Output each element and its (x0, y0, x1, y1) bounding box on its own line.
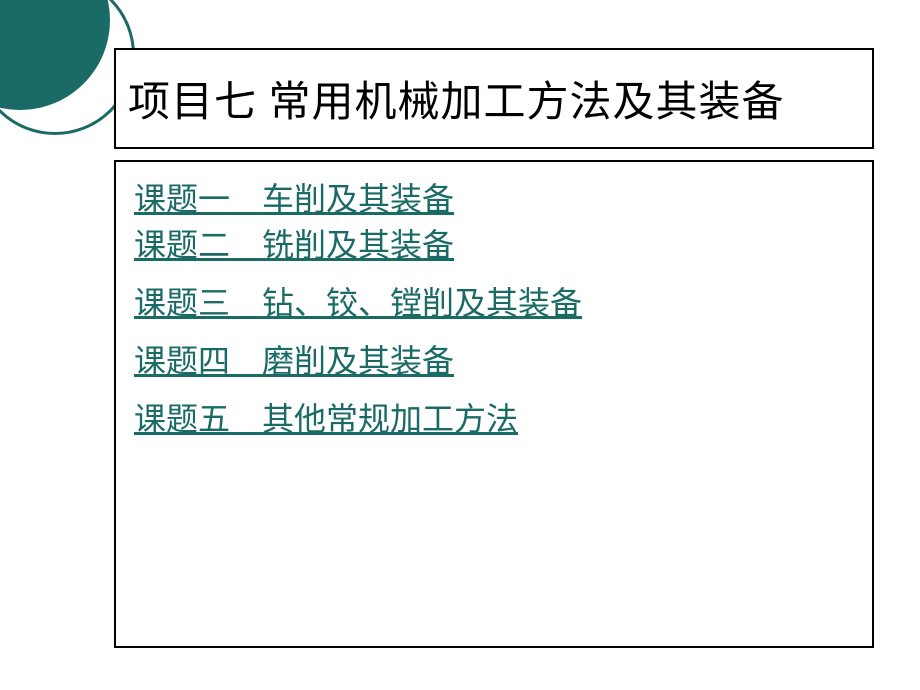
topic-link-1[interactable]: 课题一 车削及其装备 (134, 174, 854, 220)
topic-label: 课题一 (134, 181, 230, 217)
topic-label: 课题四 (134, 343, 230, 379)
content-container: 课题一 车削及其装备 课题二 铣削及其装备 课题三 钻、铰、镗削及其装备 课题四… (114, 160, 874, 648)
page-title: 项目七 常用机械加工方法及其装备 (128, 68, 860, 129)
topic-link-3[interactable]: 课题三 钻、铰、镗削及其装备 (134, 278, 854, 324)
topic-link-4[interactable]: 课题四 磨削及其装备 (134, 336, 854, 382)
topic-link-5[interactable]: 课题五 其他常规加工方法 (134, 394, 854, 440)
topic-content: 车削及其装备 (262, 181, 454, 217)
topic-content: 磨削及其装备 (262, 343, 454, 379)
topic-label: 课题三 (134, 285, 230, 321)
topic-content: 其他常规加工方法 (262, 401, 518, 437)
topic-content: 铣削及其装备 (262, 227, 454, 263)
decorative-circles (0, 0, 110, 110)
topic-link-2[interactable]: 课题二 铣削及其装备 (134, 220, 854, 266)
topic-content: 钻、铰、镗削及其装备 (262, 285, 582, 321)
title-container: 项目七 常用机械加工方法及其装备 (114, 48, 874, 149)
topic-label: 课题五 (134, 401, 230, 437)
topic-label: 课题二 (134, 227, 230, 263)
